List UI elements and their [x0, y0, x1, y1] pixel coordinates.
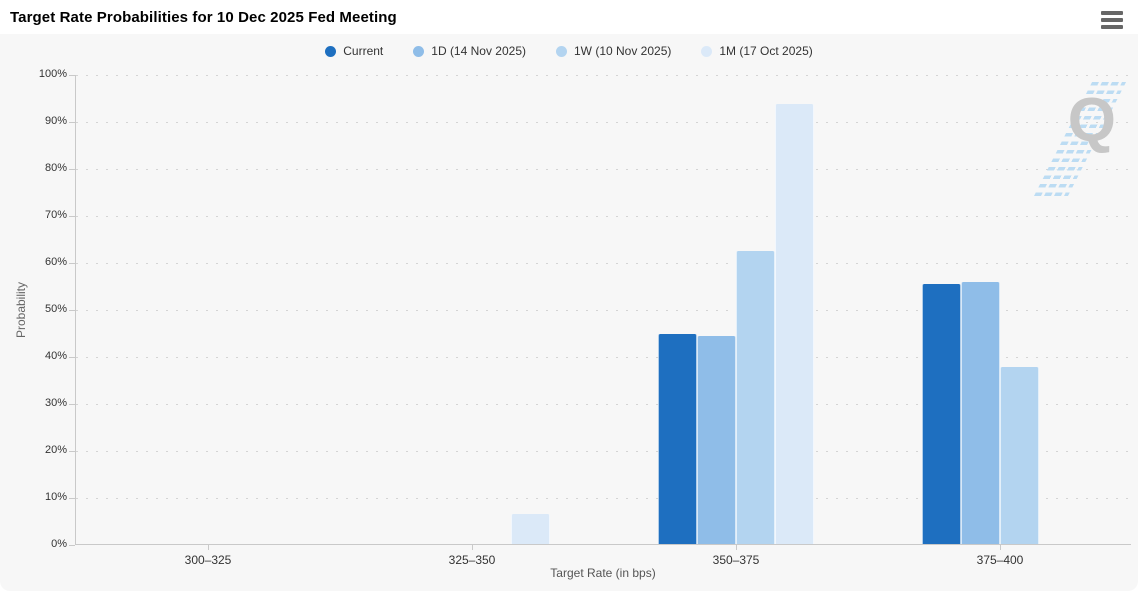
y-axis-tick: [69, 497, 75, 499]
gridline: [76, 403, 1131, 405]
bar-1m-325-350[interactable]: [511, 514, 550, 544]
gridline: [76, 121, 1131, 123]
bar-1w-375-400[interactable]: [1000, 366, 1039, 544]
x-axis-label: 350–375: [712, 553, 760, 567]
hamburger-icon: [1101, 18, 1123, 22]
x-axis-title: Target Rate (in bps): [550, 566, 656, 580]
y-axis-label: 100%: [38, 68, 67, 80]
legend-marker-icon: [555, 45, 567, 57]
x-axis-tick: [735, 545, 737, 550]
gridline: [76, 168, 1131, 170]
y-axis-label: 60%: [44, 256, 67, 268]
gridline: [76, 309, 1131, 311]
gridline: [76, 215, 1131, 217]
y-axis-tick: [69, 74, 75, 76]
y-axis-label: 70%: [44, 209, 67, 221]
gridline: [76, 497, 1131, 499]
page-title: Target Rate Probabilities for 10 Dec 202…: [10, 9, 397, 26]
legend-item-current[interactable]: Current: [325, 44, 383, 58]
y-axis-label: 0%: [51, 538, 67, 550]
bar-1d-350-375[interactable]: [697, 335, 736, 544]
y-axis-tick: [69, 403, 75, 405]
legend-marker-icon: [325, 45, 337, 57]
legend-item-1m[interactable]: 1M (17 Oct 2025): [701, 44, 813, 58]
bar-current-350-375[interactable]: [658, 333, 697, 544]
legend-item-1d[interactable]: 1D (14 Nov 2025): [413, 44, 526, 58]
legend-label: 1W (10 Nov 2025): [573, 44, 672, 58]
x-axis-tick: [207, 545, 209, 550]
y-axis-tick: [69, 215, 75, 217]
y-axis-label: 40%: [44, 350, 67, 362]
bar-current-375-400[interactable]: [922, 284, 961, 544]
x-axis-label: 300–325: [184, 553, 232, 567]
y-axis-label: 50%: [44, 303, 67, 315]
x-axis-tick: [471, 545, 473, 550]
gridline: [76, 450, 1131, 452]
y-axis-tick: [69, 356, 75, 358]
y-axis-label: 90%: [44, 115, 67, 127]
y-axis-label: 20%: [44, 444, 67, 456]
x-axis-label: 325–350: [448, 553, 496, 567]
gridline: [76, 262, 1131, 264]
y-axis-tick: [69, 262, 75, 264]
legend-marker-icon: [701, 45, 713, 57]
chart-menu-button[interactable]: [1101, 10, 1127, 30]
y-axis-label: 30%: [44, 397, 67, 409]
legend: Current 1D (14 Nov 2025) 1W (10 Nov 2025) 1…: [0, 44, 1138, 58]
y-axis-label: 10%: [44, 491, 67, 503]
x-axis-tick: [999, 545, 1001, 550]
gridline: [76, 74, 1131, 76]
hamburger-icon: [1101, 11, 1123, 15]
hamburger-icon: [1101, 25, 1123, 29]
legend-label: 1D (14 Nov 2025): [431, 44, 526, 58]
y-axis-tick: [69, 121, 75, 123]
y-axis-tick: [69, 168, 75, 170]
legend-marker-icon: [413, 45, 425, 57]
x-axis-label: 375–400: [976, 553, 1024, 567]
bar-1w-350-375[interactable]: [736, 251, 775, 544]
bar-1d-375-400[interactable]: [961, 282, 1000, 544]
y-axis-tick: [69, 450, 75, 452]
y-axis-label: 80%: [44, 162, 67, 174]
gridline: [76, 356, 1131, 358]
y-axis-tick: [69, 309, 75, 311]
legend-label: Current: [343, 44, 384, 58]
legend-label: 1M (17 Oct 2025): [719, 44, 813, 58]
plot-area: 0% 10% 20% 30% 40% 50% 60% 70% 80% 90% 100% 300–325…: [39, 68, 1131, 567]
legend-item-1w[interactable]: 1W (10 Nov 2025): [555, 44, 672, 58]
y-axis-tick: [69, 544, 75, 546]
bar-1m-350-375[interactable]: [775, 103, 814, 544]
